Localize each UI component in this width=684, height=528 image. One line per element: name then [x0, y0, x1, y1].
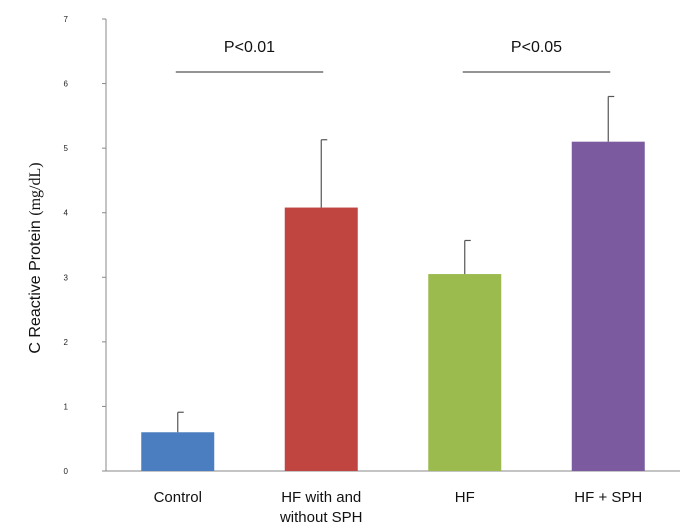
bar — [284, 207, 358, 471]
y-axis-label-text: C Reactive Protein — [27, 220, 44, 353]
category-label: Control — [154, 489, 202, 506]
category-label: HF + SPH — [574, 489, 642, 506]
y-axis-label: C Reactive Protein (mg/dL) — [27, 162, 44, 353]
y-tick-label: 5 — [64, 144, 69, 153]
category-label: HF with and — [281, 489, 361, 506]
bar — [571, 141, 645, 471]
bar — [141, 432, 215, 471]
bar — [428, 274, 502, 471]
p-value-label: P<0.05 — [511, 39, 562, 56]
bars — [141, 141, 645, 471]
significance-annotations: P<0.01 P<0.05 — [175, 39, 611, 73]
y-tick-label: 7 — [64, 15, 69, 24]
y-tick-label: 0 — [64, 467, 69, 476]
y-axis-label-unit: (mg/dL) — [27, 162, 44, 215]
y-tick-label: 6 — [64, 80, 69, 89]
category-label: HF — [455, 489, 475, 506]
y-tick-label: 1 — [64, 402, 69, 411]
p-value-label: P<0.01 — [224, 39, 275, 56]
category-label: without SPH — [279, 509, 363, 526]
y-tick-label: 2 — [64, 338, 69, 347]
y-ticks: 0 1 2 3 4 5 6 7 — [64, 15, 106, 476]
y-tick-label: 4 — [64, 209, 69, 218]
y-tick-label: 3 — [64, 273, 69, 282]
error-bars — [177, 95, 615, 433]
category-labels: Control HF with and without SPH HF HF + SPH — [154, 489, 643, 526]
